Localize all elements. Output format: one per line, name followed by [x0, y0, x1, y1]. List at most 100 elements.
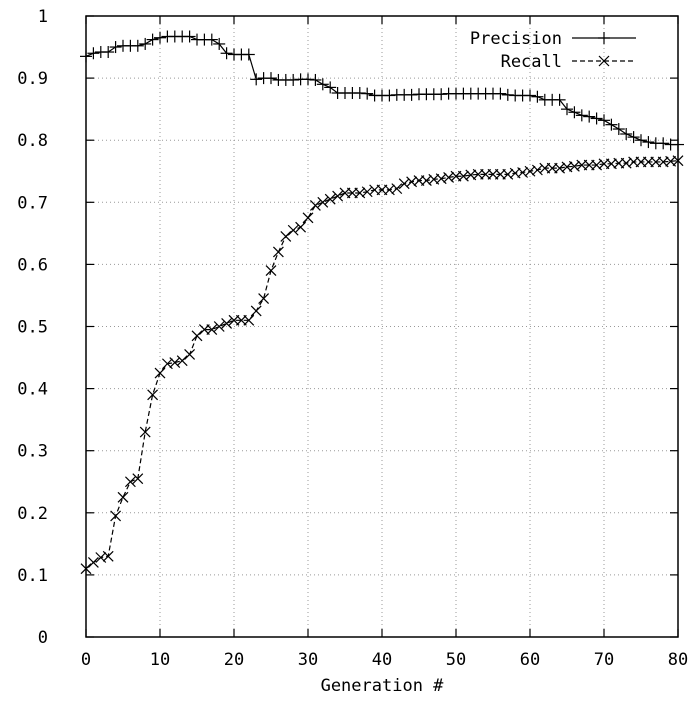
data-point-precision: [131, 39, 144, 52]
data-point-precision: [383, 89, 396, 102]
data-point-recall: [110, 510, 122, 522]
data-point-precision: [102, 46, 115, 59]
data-point-precision: [250, 73, 263, 86]
data-point-precision: [435, 88, 448, 101]
grid-layer: [86, 16, 678, 637]
x-tick-label: 50: [446, 650, 466, 670]
data-point-recall: [124, 476, 136, 488]
data-point-precision: [139, 37, 152, 50]
ticks-layer: 0 10 20 30 40 50 60 70 80 0 0.1 0.2 0.3 0.4 0.5 0.6 0.7 0…: [17, 7, 688, 670]
data-point-precision: [620, 127, 633, 140]
y-tick-label: 0.5: [17, 318, 48, 338]
data-point-precision: [353, 87, 366, 100]
data-point-recall: [398, 178, 410, 190]
y-tick-label: 0.2: [17, 504, 48, 524]
data-point-precision: [205, 33, 218, 46]
data-point-recall: [206, 324, 218, 336]
legend-label-precision: Precision: [470, 29, 562, 49]
data-point-recall: [102, 550, 114, 562]
x-tick-label: 40: [372, 650, 392, 670]
data-point-recall: [243, 314, 255, 326]
data-point-precision: [627, 131, 640, 144]
data-point-precision: [309, 73, 322, 86]
data-point-recall: [531, 164, 543, 176]
data-point-recall: [87, 557, 99, 568]
data-point-precision: [109, 41, 122, 54]
data-point-precision: [568, 106, 581, 119]
data-point-recall: [132, 473, 144, 485]
data-point-recall: [287, 224, 299, 236]
data-point-precision: [220, 47, 233, 60]
data-point-precision: [642, 136, 655, 149]
x-tick-label: 30: [298, 650, 318, 670]
data-point-recall: [213, 321, 225, 332]
data-point-precision: [183, 30, 196, 43]
data-point-recall: [302, 212, 314, 224]
data-point-recall: [221, 317, 233, 329]
data-point-recall: [361, 186, 373, 198]
legend-marker-recall: [598, 55, 610, 67]
data-point-recall: [147, 389, 159, 401]
data-point-precision: [605, 118, 618, 131]
data-point-precision: [242, 48, 255, 61]
data-point-precision: [213, 37, 226, 50]
x-tick-label: 60: [520, 650, 540, 670]
data-point-recall: [265, 265, 277, 277]
x-tick-label: 20: [224, 650, 244, 670]
data-point-precision: [598, 114, 610, 127]
data-point-precision: [494, 87, 507, 100]
data-point-precision: [501, 88, 514, 101]
data-point-recall: [169, 357, 181, 368]
data-point-precision: [405, 88, 418, 101]
data-point-precision: [324, 81, 337, 94]
data-point-precision: [561, 103, 573, 116]
data-point-precision: [146, 33, 159, 46]
data-point-precision: [635, 134, 647, 147]
data-point-precision: [590, 112, 603, 125]
legend-label-recall: Recall: [501, 52, 562, 72]
series-layer: [80, 30, 684, 575]
y-tick-label: 0: [38, 628, 48, 648]
data-point-recall: [295, 221, 307, 233]
data-point-precision: [302, 73, 314, 86]
legend-marker-precision: [598, 32, 610, 44]
data-point-recall: [332, 190, 344, 202]
data-point-precision: [553, 93, 566, 106]
data-point-recall: [117, 491, 129, 503]
x-tick-label: 80: [668, 650, 688, 670]
data-point-recall: [272, 246, 284, 258]
data-point-recall: [250, 305, 262, 317]
data-point-precision: [87, 47, 100, 60]
x-tick-label: 0: [81, 650, 91, 670]
data-point-precision: [575, 109, 588, 122]
data-point-precision: [287, 73, 300, 86]
data-point-recall: [139, 426, 151, 438]
data-point-recall: [317, 196, 329, 208]
data-point-recall: [184, 349, 196, 360]
data-point-precision: [361, 87, 374, 100]
data-point-precision: [524, 89, 536, 102]
data-point-recall: [191, 330, 203, 342]
data-point-recall: [258, 293, 270, 304]
legend: Precision Recall: [470, 29, 636, 72]
data-point-recall: [280, 231, 292, 242]
data-point-recall: [391, 183, 403, 195]
data-point-precision: [154, 31, 166, 44]
data-point-precision: [531, 90, 544, 103]
data-point-recall: [154, 367, 166, 379]
y-tick-label: 0.8: [17, 131, 48, 151]
y-tick-label: 0.1: [17, 566, 48, 586]
data-point-precision: [316, 78, 329, 91]
y-tick-label: 1: [38, 7, 48, 27]
data-point-precision: [657, 137, 670, 150]
y-tick-label: 0.3: [17, 442, 48, 462]
x-tick-label: 10: [150, 650, 170, 670]
y-tick-label: 0.9: [17, 69, 48, 89]
y-tick-label: 0.7: [17, 193, 48, 213]
x-tick-label: 70: [594, 650, 614, 670]
x-axis-label: Generation #: [321, 676, 445, 696]
data-point-recall: [324, 193, 336, 205]
y-tick-label: 0.4: [17, 380, 48, 400]
data-point-recall: [309, 199, 321, 211]
